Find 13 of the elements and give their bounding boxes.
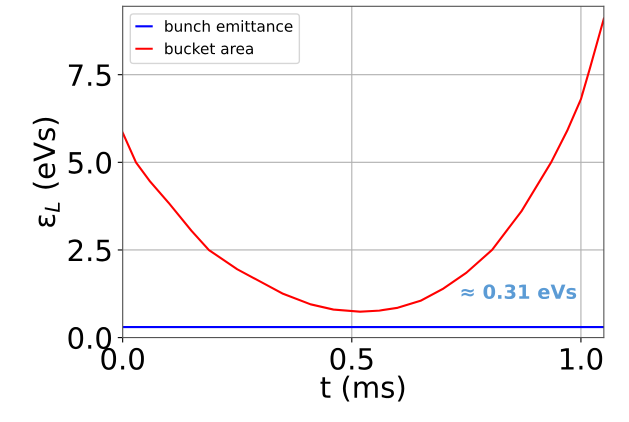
y-tick-label: 2.5 bbox=[68, 239, 110, 262]
y-tick-label: 0.0 bbox=[68, 327, 111, 350]
x-tick-label: 0.0 bbox=[101, 348, 144, 370]
x-tick-label: 1.0 bbox=[560, 348, 602, 370]
y-tick-label: 5.0 bbox=[68, 152, 111, 174]
x-tick-label: 0.5 bbox=[330, 348, 372, 370]
y-tick-label: 7.5 bbox=[68, 64, 110, 86]
annotation: ≈ 0.31 eVs bbox=[462, 284, 576, 300]
y-axis-title: ε$_{L}$ (eVs) bbox=[32, 118, 60, 227]
legend-label: bucket area bbox=[165, 42, 253, 54]
line-series bbox=[122, 18, 604, 313]
x-axis-title: t (ms) bbox=[320, 376, 404, 402]
legend-label: bunch emittance bbox=[165, 20, 292, 32]
